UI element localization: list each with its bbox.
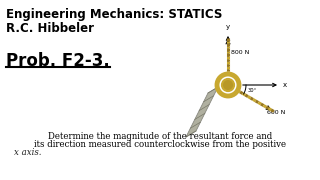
Circle shape xyxy=(222,79,234,91)
Text: Determine the magnitude of the resultant force and: Determine the magnitude of the resultant… xyxy=(48,132,272,141)
Text: 600 N: 600 N xyxy=(267,110,285,115)
Text: Engineering Mechanics: STATICS: Engineering Mechanics: STATICS xyxy=(6,8,222,21)
Text: its direction measured counterclockwise from the positive: its direction measured counterclockwise … xyxy=(34,140,286,149)
Text: R.C. Hibbeler: R.C. Hibbeler xyxy=(6,22,94,35)
Text: y: y xyxy=(226,24,230,30)
Polygon shape xyxy=(186,87,218,137)
Text: x axis.: x axis. xyxy=(14,148,42,157)
Text: x: x xyxy=(283,82,287,88)
Text: Prob. F2-3.: Prob. F2-3. xyxy=(6,52,110,70)
Text: 30°: 30° xyxy=(248,89,257,93)
Text: 800 N: 800 N xyxy=(231,50,249,55)
